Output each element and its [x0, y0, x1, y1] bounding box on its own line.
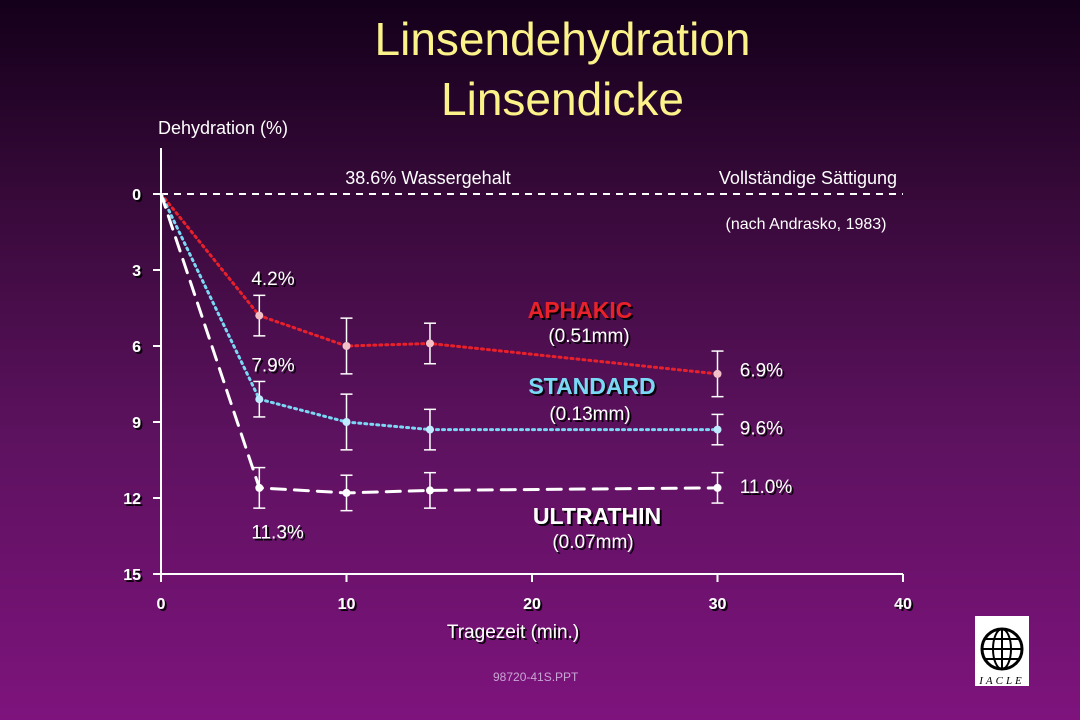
aphakic-data-point — [255, 311, 264, 320]
y-tick-label: 15 — [123, 567, 141, 584]
slide-title-line1: Linsendehydration — [374, 13, 751, 65]
aphakic-series-line — [159, 192, 719, 376]
standard-data-point — [342, 418, 351, 426]
y-tick-label: 3 — [132, 263, 141, 280]
aphakic-data-point — [425, 339, 434, 348]
source-note: (nach Andrasko, 1983) — [726, 216, 887, 233]
x-tick-label: 0 — [157, 596, 166, 613]
ultrathin-data-point — [342, 488, 351, 497]
svg-text:IACLE: IACLE — [978, 675, 1025, 686]
reference-label-right: Vollständige Sättigung — [719, 168, 897, 188]
iacle-logo-icon: IACLE — [975, 616, 1029, 686]
ultrathin-value-label: 11.0% — [740, 477, 793, 498]
x-tick-label: 10 — [338, 596, 356, 613]
footer-filename: 98720-41S.PPT — [493, 670, 579, 684]
x-tick-label: 20 — [523, 596, 541, 613]
slide-title-line2: Linsendicke — [441, 73, 684, 125]
standard-value-label: 7.9% — [251, 355, 294, 376]
x-axis-label: Tragezeit (min.) — [447, 622, 579, 643]
y-tick-label: 9 — [132, 415, 141, 432]
standard-series-name: STANDARD — [528, 373, 655, 399]
y-tick-label: 0 — [132, 187, 141, 204]
ultrathin-thickness-label: (0.07mm) — [552, 532, 633, 553]
aphakic-data-point — [342, 342, 351, 350]
ultrathin-data-point — [425, 486, 434, 495]
aphakic-data-point — [713, 369, 722, 378]
standard-thickness-label: (0.13mm) — [549, 404, 630, 425]
x-tick-label: 30 — [709, 596, 727, 613]
ultrathin-data-point — [713, 483, 722, 492]
ultrathin-data-point — [255, 483, 264, 492]
aphakic-series-name: APHAKIC — [528, 297, 633, 323]
aphakic-thickness-label: (0.51mm) — [548, 326, 629, 347]
x-tick-label: 40 — [894, 596, 912, 613]
standard-data-point — [255, 395, 264, 404]
aphakic-value-label: 6.9% — [740, 360, 783, 381]
standard-data-point — [713, 425, 722, 434]
y-tick-label: 6 — [132, 339, 141, 356]
ultrathin-series-name: ULTRATHIN — [533, 503, 661, 529]
y-tick-label: 12 — [123, 491, 141, 508]
standard-value-label: 9.6% — [740, 419, 783, 440]
reference-label-left: 38.6% Wassergehalt — [345, 168, 510, 188]
aphakic-value-label: 4.2% — [251, 269, 294, 290]
ultrathin-value-label: 11.3% — [251, 523, 304, 544]
y-axis-label: Dehydration (%) — [158, 118, 288, 138]
standard-data-point — [425, 425, 434, 434]
